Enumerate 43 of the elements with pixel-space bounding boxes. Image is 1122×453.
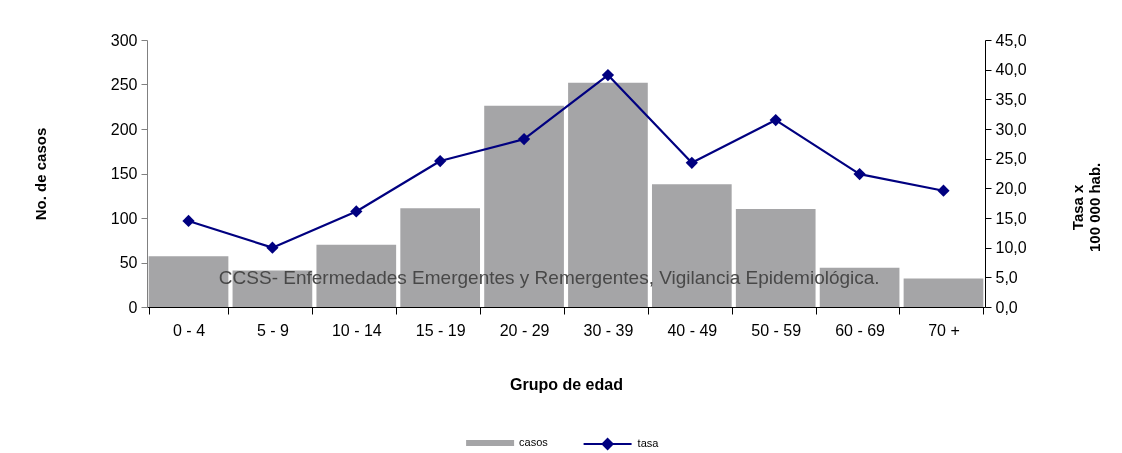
y-tick-label: 300 <box>110 31 138 49</box>
y-tick-label: 200 <box>110 120 138 138</box>
x-tick-label: 60 - 69 <box>835 321 886 339</box>
x-tick-label: 0 - 4 <box>173 321 206 339</box>
y2-tick-label: 0,0 <box>995 298 1018 316</box>
point <box>685 156 698 169</box>
x-tick-label: 30 - 39 <box>583 321 634 339</box>
point <box>434 154 447 168</box>
y-tick-label: 250 <box>110 76 138 93</box>
y2-tick-label: 15,0 <box>995 209 1027 227</box>
y-tick-label: 50 <box>119 254 138 271</box>
y2-tick-label: 40,0 <box>995 61 1027 79</box>
legend-label: casos <box>519 436 549 448</box>
y2-tick-label: 10,0 <box>995 239 1027 257</box>
point <box>769 113 782 127</box>
x-tick-label: 50 - 59 <box>751 321 802 339</box>
x-axis-title: Grupo de edad <box>510 375 623 393</box>
x-tick-label: 10 - 14 <box>331 321 382 339</box>
x-tick-label: 20 - 29 <box>499 321 550 339</box>
y2-axis-title: Tasa x 100 000 hab. <box>1068 162 1103 252</box>
point <box>853 167 866 181</box>
y2-tick-label: 45,0 <box>995 31 1027 49</box>
x-tick-label: 15 - 19 <box>415 321 466 339</box>
point <box>182 214 195 228</box>
y-axis-title: No. de casos <box>31 127 49 221</box>
point <box>937 184 950 197</box>
point <box>266 241 279 254</box>
y2-tick-label: 5,0 <box>995 268 1018 286</box>
y-tick-label: 100 <box>110 209 138 227</box>
y2-tick-label: 35,0 <box>995 90 1027 108</box>
point <box>517 132 531 146</box>
x-tick-label: 70 + <box>928 321 960 339</box>
x-tick-label: 40 - 49 <box>667 321 718 339</box>
point <box>601 68 615 82</box>
bar <box>903 278 984 307</box>
y-tick-label: 0 <box>128 298 138 316</box>
legend-label: tasa <box>637 437 660 449</box>
point <box>350 205 363 218</box>
y2-tick-label: 25,0 <box>995 150 1027 168</box>
x-tick-label: 5 - 9 <box>256 321 290 339</box>
y-tick-label: 150 <box>110 165 138 182</box>
y2-tick-label: 30,0 <box>995 120 1027 138</box>
y2-tick-label: 20,0 <box>995 179 1027 197</box>
